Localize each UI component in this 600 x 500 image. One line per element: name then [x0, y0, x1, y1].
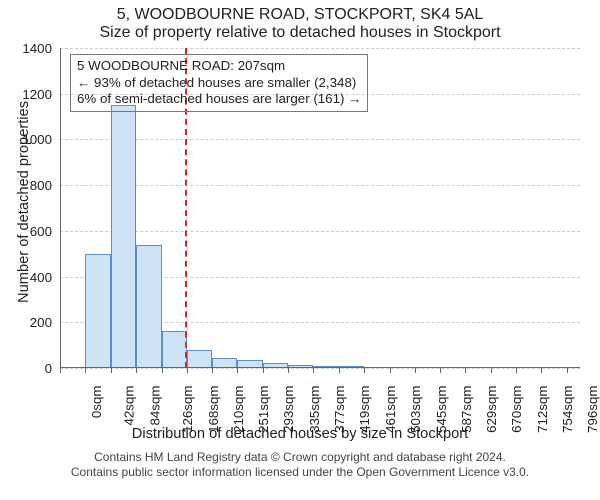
annotation-box: 5 WOODBOURNE ROAD: 207sqm ← 93% of detac… — [70, 54, 368, 112]
histogram-bar — [136, 245, 161, 368]
gridline — [60, 185, 580, 186]
x-tick-label: 796sqm — [585, 386, 600, 433]
x-tick — [567, 368, 568, 373]
x-tick-label: 754sqm — [560, 386, 575, 433]
gridline — [60, 231, 580, 232]
y-tick-label: 1400 — [0, 41, 52, 56]
y-tick-label: 800 — [0, 178, 52, 193]
x-tick — [288, 368, 289, 373]
y-tick-label: 400 — [0, 270, 52, 285]
x-tick-label: 210sqm — [231, 386, 246, 433]
gridline — [60, 368, 580, 369]
x-tick — [516, 368, 517, 373]
annotation-line-2: ← 93% of detached houses are smaller (2,… — [77, 75, 361, 92]
gridline — [60, 139, 580, 140]
y-tick-label: 200 — [0, 315, 52, 330]
x-tick — [339, 368, 340, 373]
x-tick-label: 377sqm — [332, 386, 347, 433]
x-tick-label: 419sqm — [357, 386, 372, 433]
chart-title-sub: Size of property relative to detached ho… — [0, 24, 600, 42]
x-tick-label: 168sqm — [206, 386, 221, 433]
x-axis-line — [60, 367, 580, 368]
y-tick-label: 1000 — [0, 132, 52, 147]
x-tick — [263, 368, 264, 373]
x-tick — [60, 368, 61, 373]
x-tick — [313, 368, 314, 373]
x-tick — [541, 368, 542, 373]
x-tick — [390, 368, 391, 373]
histogram-bar — [85, 254, 110, 368]
x-tick — [415, 368, 416, 373]
chart-title-main: 5, WOODBOURNE ROAD, STOCKPORT, SK4 5AL — [0, 6, 600, 24]
x-tick — [237, 368, 238, 373]
x-tick — [212, 368, 213, 373]
y-tick-label: 600 — [0, 224, 52, 239]
x-tick-label: 461sqm — [383, 386, 398, 433]
chart-footer: Contains HM Land Registry data © Crown c… — [0, 450, 600, 480]
x-tick — [465, 368, 466, 373]
x-tick-label: 42sqm — [122, 386, 137, 426]
x-tick-label: 712sqm — [534, 386, 549, 433]
y-axis-line — [60, 48, 61, 368]
footer-line-2: Contains public sector information licen… — [0, 465, 600, 480]
x-tick-label: 0sqm — [89, 386, 104, 419]
histogram-bar — [111, 105, 136, 368]
annotation-line-1: 5 WOODBOURNE ROAD: 207sqm — [77, 58, 361, 75]
x-tick — [85, 368, 86, 373]
x-tick — [491, 368, 492, 373]
x-tick — [187, 368, 188, 373]
x-tick — [111, 368, 112, 373]
x-tick-label: 629sqm — [484, 386, 499, 433]
x-tick-label: 251sqm — [256, 386, 271, 433]
x-tick-label: 84sqm — [147, 386, 162, 426]
x-tick — [162, 368, 163, 373]
y-tick-label: 1200 — [0, 87, 52, 102]
x-tick-label: 293sqm — [281, 386, 296, 433]
histogram-bar — [162, 331, 187, 368]
footer-line-1: Contains HM Land Registry data © Crown c… — [0, 450, 600, 465]
x-tick-label: 335sqm — [306, 386, 321, 433]
histogram-bar — [187, 350, 212, 368]
annotation-line-3: 6% of semi-detached houses are larger (1… — [77, 91, 361, 108]
x-tick-label: 670sqm — [509, 386, 524, 433]
gridline — [60, 48, 580, 49]
chart-container: { "title_main": "5, WOODBOURNE ROAD, STO… — [0, 0, 600, 500]
x-tick-label: 545sqm — [433, 386, 448, 433]
x-tick — [440, 368, 441, 373]
y-tick-label: 0 — [0, 361, 52, 376]
x-tick — [136, 368, 137, 373]
x-tick-label: 126sqm — [180, 386, 195, 433]
x-tick-label: 587sqm — [459, 386, 474, 433]
x-tick-label: 503sqm — [408, 386, 423, 433]
x-tick — [364, 368, 365, 373]
